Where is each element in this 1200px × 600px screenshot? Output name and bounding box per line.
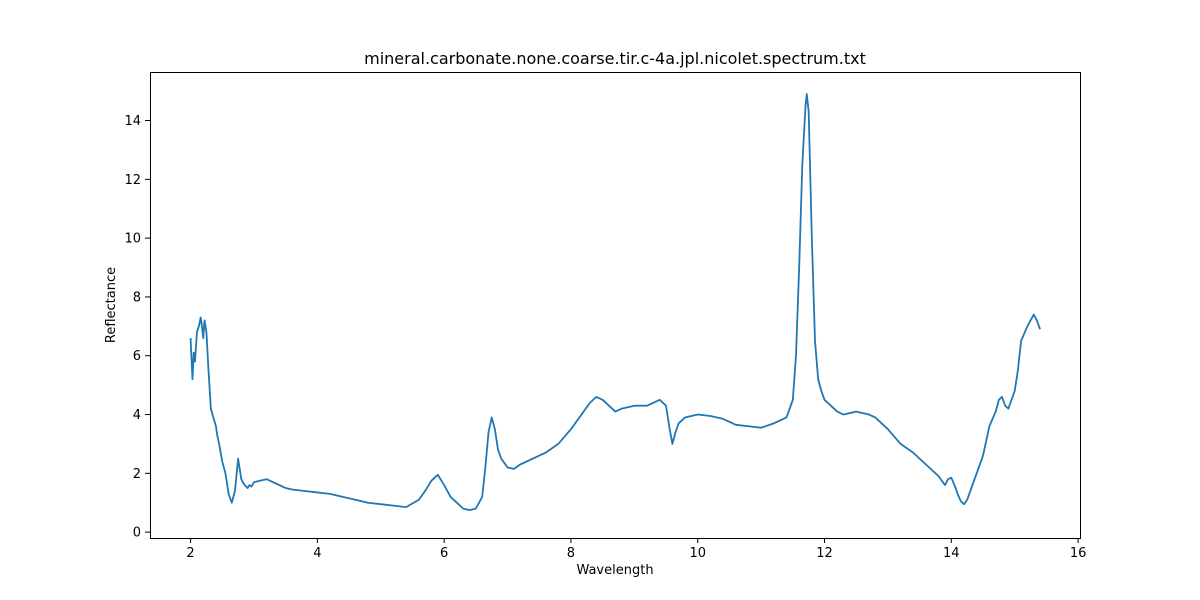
y-tick-label: 10 bbox=[124, 232, 141, 247]
y-tick-label: 6 bbox=[133, 349, 141, 364]
y-tick-label: 14 bbox=[124, 114, 141, 129]
x-tick-label: 10 bbox=[689, 546, 706, 561]
x-tick-label: 2 bbox=[186, 546, 194, 561]
x-tick-label: 8 bbox=[567, 546, 575, 561]
x-tick-label: 12 bbox=[816, 546, 833, 561]
y-tick-label: 0 bbox=[133, 526, 141, 541]
x-tick-label: 6 bbox=[440, 546, 448, 561]
y-tick-label: 12 bbox=[124, 173, 141, 188]
axes-frame bbox=[150, 72, 1081, 539]
y-tick-label: 2 bbox=[133, 467, 141, 482]
x-tick-label: 14 bbox=[943, 546, 960, 561]
x-tick-label: 4 bbox=[313, 546, 321, 561]
y-tick-label: 8 bbox=[133, 290, 141, 305]
y-axis-label: Reflectance bbox=[104, 267, 119, 343]
chart-title: mineral.carbonate.none.coarse.tir.c-4a.j… bbox=[364, 49, 866, 68]
series-line bbox=[189, 93, 1041, 511]
x-axis-label: Wavelength bbox=[576, 563, 653, 578]
plot-area bbox=[150, 72, 1081, 539]
y-axis: 0 2 4 6 8 10 12 14 bbox=[124, 114, 150, 541]
x-axis: 2 4 6 8 10 12 14 16 bbox=[186, 538, 1086, 561]
y-tick-label: 4 bbox=[133, 408, 141, 423]
x-tick-label: 16 bbox=[1070, 546, 1087, 561]
